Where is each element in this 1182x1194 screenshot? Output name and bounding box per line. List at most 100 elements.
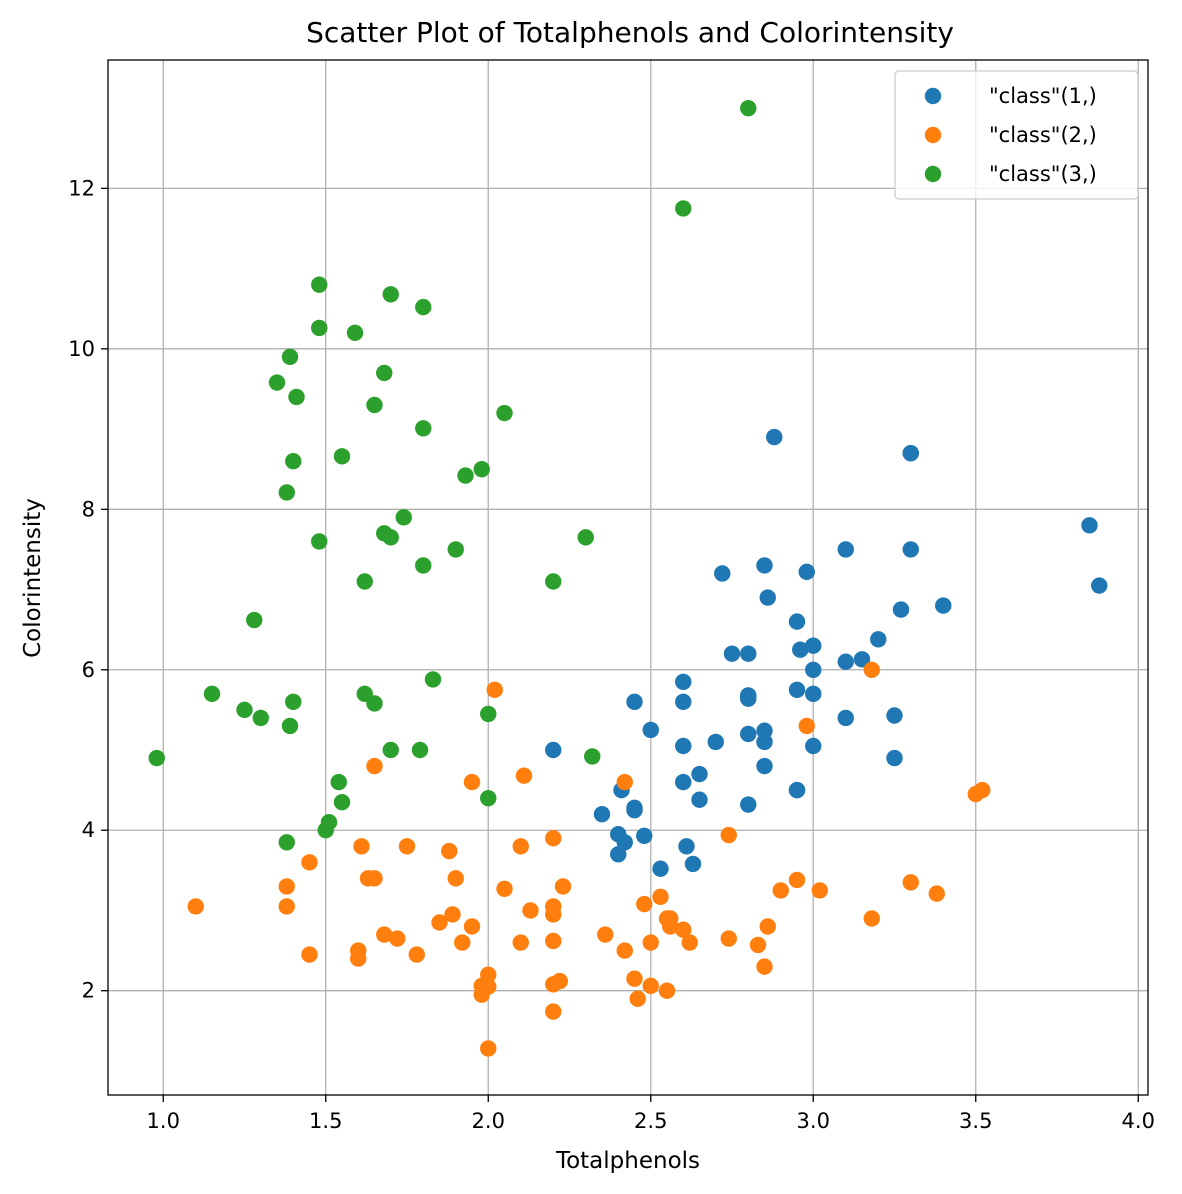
scatter-point bbox=[454, 934, 471, 951]
scatter-point bbox=[148, 749, 165, 767]
scatter-point bbox=[285, 693, 302, 711]
scatter-point bbox=[610, 846, 627, 863]
scatter-point bbox=[278, 834, 295, 851]
scatter-point bbox=[642, 721, 659, 739]
x-axis-label: Totalphenols bbox=[555, 1148, 700, 1174]
scatter-point bbox=[408, 946, 425, 963]
scatter-point bbox=[376, 364, 393, 382]
y-axis-label: Colorintensity bbox=[20, 498, 46, 658]
scatter-point bbox=[662, 910, 679, 927]
scatter-point bbox=[515, 767, 533, 784]
scatter-point bbox=[629, 990, 646, 1007]
scatter-point bbox=[333, 448, 351, 465]
scatter-point bbox=[766, 428, 783, 446]
scatter-point bbox=[398, 838, 416, 855]
scatter-point bbox=[382, 741, 399, 759]
scatter-point bbox=[480, 705, 497, 723]
scatter-point bbox=[902, 444, 919, 462]
scatter-point bbox=[415, 298, 432, 316]
scatter-point bbox=[691, 791, 708, 808]
scatter-point bbox=[756, 557, 773, 574]
scatter-point bbox=[626, 970, 643, 987]
scatter-point bbox=[740, 796, 757, 813]
scatter-point bbox=[353, 838, 370, 855]
scatter-point bbox=[246, 611, 263, 629]
scatter-point bbox=[675, 773, 692, 791]
scatter-point bbox=[203, 685, 221, 703]
scatter-point bbox=[366, 870, 383, 887]
x-tick-label: 1.0 bbox=[147, 1109, 180, 1133]
scatter-point bbox=[447, 870, 464, 887]
scatter-point bbox=[759, 589, 776, 606]
y-tick-label: 10 bbox=[68, 337, 95, 361]
scatter-point bbox=[346, 324, 364, 341]
scatter-point bbox=[658, 982, 676, 999]
scatter-point bbox=[675, 737, 692, 755]
grid-lines bbox=[108, 60, 1148, 1095]
scatter-point bbox=[486, 681, 503, 699]
scatter-point bbox=[675, 693, 692, 711]
scatter-point bbox=[301, 854, 318, 871]
scatter-point bbox=[411, 741, 429, 759]
scatter-point bbox=[759, 918, 776, 935]
scatter-point bbox=[496, 880, 513, 898]
scatter-point bbox=[480, 789, 497, 807]
scatter-point bbox=[788, 781, 806, 799]
scatter-point bbox=[597, 926, 614, 943]
scatter-point bbox=[720, 826, 737, 844]
scatter-point bbox=[772, 882, 789, 899]
legend-label: "class"(3,) bbox=[989, 162, 1097, 186]
scatter-point bbox=[886, 707, 903, 724]
scatter-point bbox=[837, 541, 854, 558]
scatter-point bbox=[636, 895, 653, 913]
scatter-point bbox=[473, 460, 490, 478]
scatter-point bbox=[792, 641, 809, 658]
scatter-point bbox=[616, 834, 633, 851]
scatter-point bbox=[463, 918, 481, 935]
scatter-point bbox=[642, 934, 659, 951]
scatter-point bbox=[431, 914, 448, 931]
scatter-point bbox=[892, 601, 910, 618]
y-tick-label: 8 bbox=[82, 497, 95, 521]
scatter-point bbox=[756, 958, 773, 975]
scatter-point bbox=[928, 885, 945, 902]
scatter-point bbox=[675, 200, 692, 217]
scatter-point bbox=[805, 637, 822, 654]
scatter-point bbox=[870, 631, 887, 648]
scatter-point bbox=[278, 484, 295, 501]
plot-area bbox=[108, 60, 1148, 1095]
scatter-point bbox=[441, 842, 458, 860]
scatter-point bbox=[798, 563, 815, 581]
scatter-point bbox=[902, 541, 919, 558]
y-tick-label: 6 bbox=[82, 658, 95, 682]
scatter-point bbox=[512, 934, 529, 951]
scatter-point bbox=[749, 936, 767, 954]
scatter-point bbox=[545, 1003, 562, 1020]
scatter-point bbox=[330, 773, 347, 791]
scatter-point bbox=[863, 910, 880, 927]
scatter-point bbox=[356, 573, 373, 590]
scatter-point bbox=[853, 651, 871, 668]
scatter-point bbox=[333, 793, 351, 811]
scatter-point bbox=[652, 860, 669, 877]
scatter-point bbox=[902, 874, 919, 891]
data-points bbox=[148, 99, 1108, 1057]
legend-marker bbox=[924, 126, 942, 144]
scatter-point bbox=[463, 773, 481, 791]
scatter-point bbox=[626, 693, 643, 711]
scatter-point bbox=[652, 888, 669, 906]
scatter-point bbox=[811, 882, 828, 899]
y-axis-ticks: 2 4 6 8 10 12 bbox=[68, 176, 108, 1003]
scatter-point bbox=[545, 906, 562, 923]
scatter-point bbox=[480, 1040, 497, 1057]
scatter-point bbox=[415, 557, 432, 574]
legend-label: "class"(1,) bbox=[989, 84, 1097, 108]
x-tick-label: 2.5 bbox=[634, 1109, 667, 1133]
scatter-point bbox=[545, 573, 562, 590]
scatter-point bbox=[366, 695, 383, 712]
scatter-point bbox=[636, 827, 653, 845]
scatter-point bbox=[756, 757, 773, 775]
scatter-point bbox=[805, 661, 822, 678]
scatter-point bbox=[288, 388, 305, 406]
